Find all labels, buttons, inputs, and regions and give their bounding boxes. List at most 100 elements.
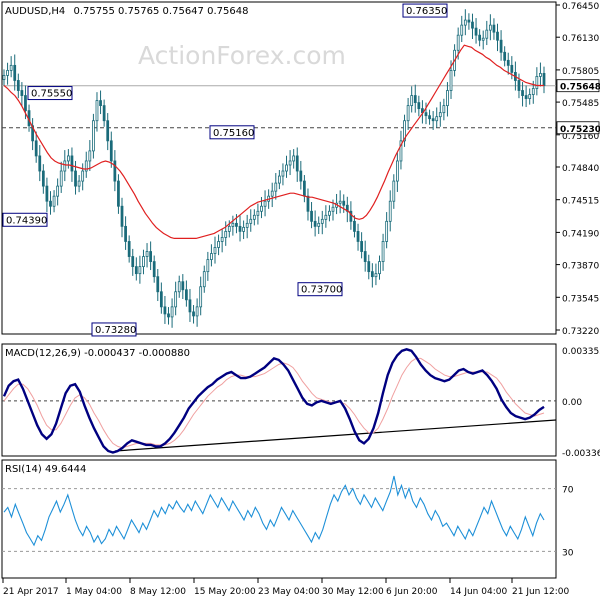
candle-body [63, 160, 67, 172]
chart-title: AUDUSD,H4 0.75755 0.75765 0.75647 0.7564… [5, 6, 248, 17]
candle-body [56, 185, 60, 197]
candle-body [324, 214, 328, 220]
candle-body [16, 80, 20, 91]
candle-body [38, 155, 42, 172]
candle-body [109, 140, 113, 162]
candle-body [463, 19, 467, 26]
price-annotation-label: 0.73280 [95, 325, 136, 336]
time-axis: 21 Apr 2017 1 May 04:00 8 May 12:00 15 May … [2, 578, 569, 597]
time-tick-label: 21 Apr 2017 [3, 587, 59, 597]
candle-body [202, 271, 206, 288]
candle-body [9, 64, 13, 71]
candle-body [242, 226, 245, 232]
candle-body [49, 200, 52, 207]
price-annotation-label: 0.75160 [213, 128, 254, 139]
candle-body [299, 170, 303, 182]
candle-body [485, 29, 489, 39]
price-annotation-box [27, 86, 73, 101]
candle-body [496, 31, 499, 41]
candle-body [192, 311, 195, 317]
candle-body [2, 75, 6, 80]
candle-body [170, 306, 174, 318]
price-annotation-box [297, 282, 343, 297]
candle-body [84, 160, 88, 172]
candle-body [177, 281, 181, 293]
candle-body [353, 220, 356, 232]
rsi-panel-frame [1, 459, 557, 579]
candle-body [238, 225, 242, 232]
candle-body [102, 105, 106, 122]
candle-body [474, 27, 478, 36]
candle-body [320, 218, 324, 224]
candle-body [310, 210, 313, 222]
candle-body [34, 140, 38, 157]
support-level-badge-box [556, 121, 600, 135]
candle-body [77, 180, 81, 187]
candle-body [174, 291, 178, 308]
candle-body [417, 102, 421, 110]
candle-body [281, 170, 285, 177]
candle-body [256, 210, 260, 216]
candle-body [224, 230, 228, 238]
candle-body [285, 164, 288, 172]
candle-body [374, 273, 378, 278]
price-annotation-box [402, 3, 448, 18]
candle-body [142, 256, 145, 268]
candle-body [249, 218, 253, 224]
candle-body [295, 155, 299, 172]
candle-body [410, 95, 414, 107]
candle-body [163, 306, 167, 315]
candle-body [317, 222, 321, 227]
macd-tick-label: -0.003369 [562, 449, 600, 459]
price-tick-label: 0.73220 [562, 327, 599, 337]
current-price-badge-box [556, 79, 600, 93]
price-annotation-label: 0.73700 [301, 285, 342, 296]
candle-body [370, 271, 374, 278]
candle-body [535, 76, 539, 89]
rsi-tick-label: 30 [562, 548, 574, 558]
candle-body [521, 90, 524, 96]
candles [2, 9, 546, 328]
candle-body [99, 100, 102, 107]
candle-body [413, 95, 417, 104]
candle-body [260, 205, 263, 212]
candle-body [460, 24, 464, 36]
candle-body [456, 34, 460, 51]
candle-body [117, 180, 120, 207]
time-tick-label: 1 May 04:00 [66, 587, 122, 597]
time-tick-label: 6 Jun 20:00 [386, 587, 438, 597]
candle-body [363, 251, 367, 262]
candle-body [328, 210, 331, 216]
candle-body [167, 313, 170, 318]
candle-body [81, 170, 85, 182]
macd-panel: MACD(12,26,9) -0.000437 -0.000880 [1, 343, 557, 457]
candle-body [499, 39, 503, 53]
candle-body [113, 160, 117, 182]
price-panel: ActionForex.com AUDUSD,H4 0.75755 0.7576… [1, 1, 557, 337]
moving-average-line [3, 44, 544, 239]
candle-body [406, 105, 410, 122]
candle-body [145, 251, 149, 257]
time-tick-label: 8 May 12:00 [130, 587, 186, 597]
candle-body [424, 112, 428, 117]
candle-body [45, 185, 49, 202]
candle-body [349, 210, 353, 222]
candle-body [124, 225, 127, 242]
watermark: ActionForex.com [138, 41, 346, 70]
candle-body [403, 120, 406, 142]
candle-body [138, 266, 142, 275]
candle-body [277, 175, 281, 184]
time-tick-label: 23 May 04:00 [258, 587, 320, 597]
price-annotation-label: 0.76350 [406, 6, 447, 17]
macd-trend-line [114, 419, 557, 452]
candle-body [217, 241, 220, 248]
candle-body [438, 112, 442, 118]
candle-body [127, 241, 131, 257]
candle-body [524, 95, 528, 99]
price-annotation-box [91, 322, 137, 337]
macd-tick-label: 0.00 [562, 398, 582, 408]
price-annotations: 0.75550 0.74390 0.73280 0.75160 0.73700 0.763… [2, 3, 448, 337]
candle-body [188, 299, 192, 313]
candle-body [106, 120, 110, 142]
